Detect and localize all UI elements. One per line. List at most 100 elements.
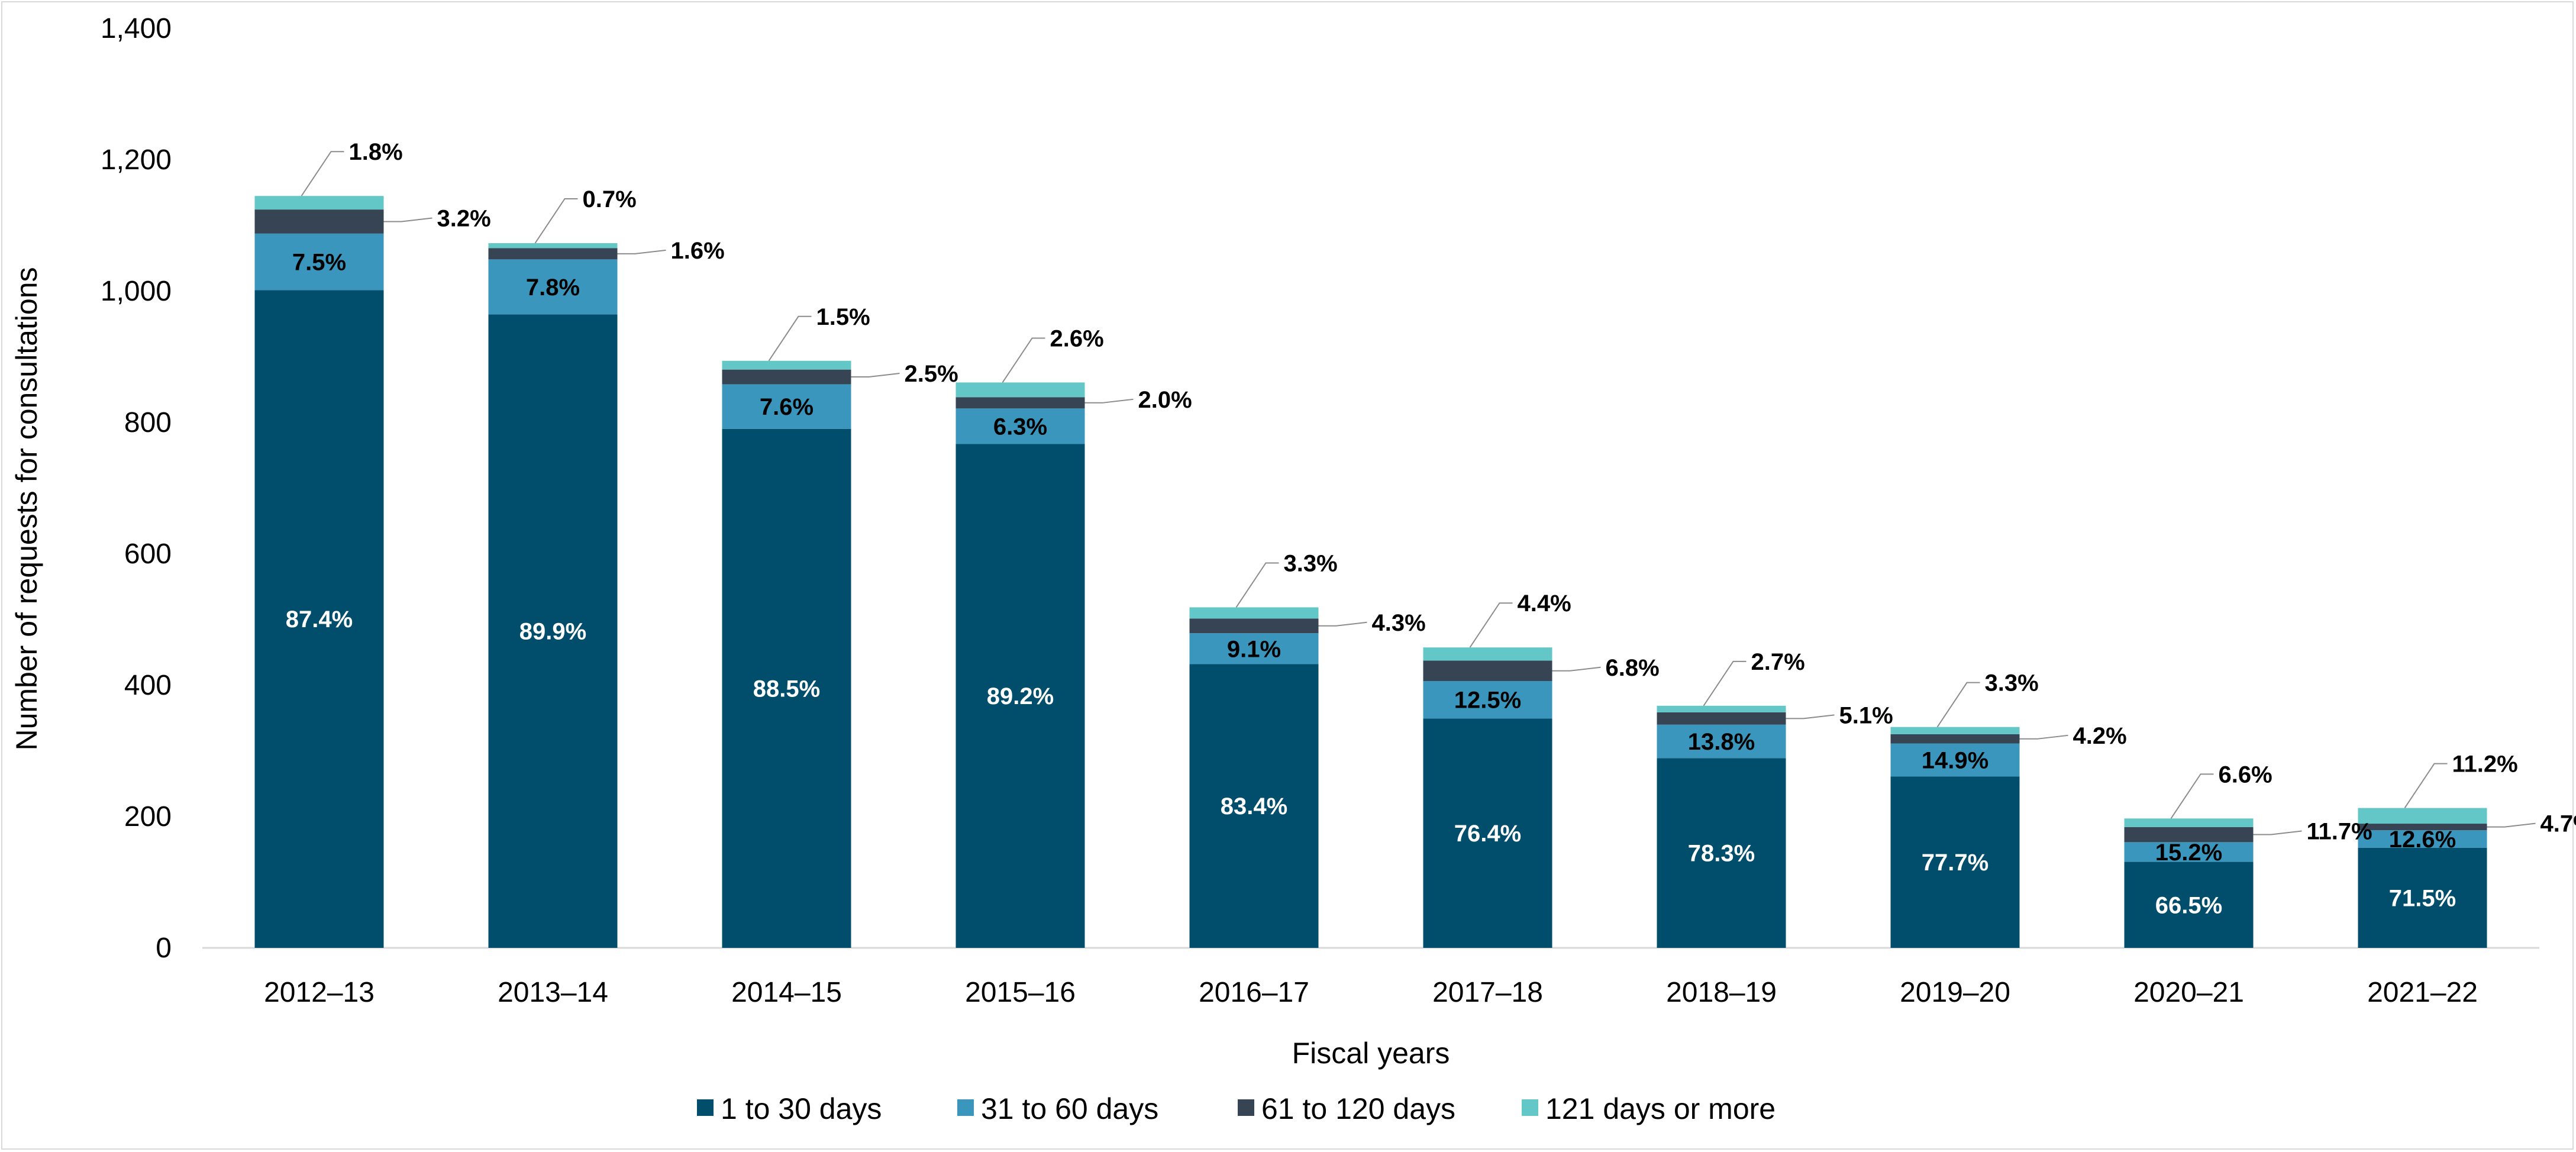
x-tick-label: 2017–18 — [1432, 977, 1543, 1008]
data-label: 2.0% — [1138, 387, 1192, 413]
data-label: 66.5% — [2155, 892, 2222, 918]
bar-segment — [488, 243, 618, 249]
callout-labels: 3.2% 1.8% 1.6% 0.7% 2.5% 1.5% 2.0% 2.6% 4.3% 3.3%… — [301, 139, 2576, 845]
x-tick-label: 2016–17 — [1199, 977, 1309, 1008]
bar-segment — [488, 314, 618, 948]
data-label: 7.8% — [526, 275, 580, 301]
callout-leader-line — [2487, 822, 2536, 828]
data-label: 3.3% — [1284, 550, 1338, 576]
data-label: 11.2% — [2452, 751, 2518, 777]
bar-segment — [1890, 743, 2020, 777]
x-tick-label: 2021–22 — [2367, 977, 2478, 1008]
data-label: 78.3% — [1688, 841, 1755, 867]
data-label: 76.4% — [1454, 821, 1521, 847]
data-label: 0.7% — [583, 186, 637, 212]
callout-leader-line — [1786, 714, 1835, 719]
bar-segment — [955, 397, 1085, 409]
callout-leader-line — [851, 373, 900, 378]
data-label: 2.5% — [905, 361, 958, 387]
callout-leader-line — [1936, 682, 1980, 728]
bar-segment — [1189, 664, 1319, 948]
bar-segment — [254, 209, 384, 234]
bar-segment — [722, 384, 851, 429]
x-axis-ticks: 2012–13 2013–14 2014–15 2015–16 2016–17 2017–… — [264, 977, 2478, 1008]
data-label: 7.6% — [760, 394, 814, 420]
callout-leader-line — [768, 315, 812, 362]
x-tick-label: 2014–15 — [731, 977, 842, 1008]
y-tick-label: 400 — [124, 670, 172, 701]
legend-label: 121 days or more — [1545, 1092, 1776, 1125]
bar-segment — [254, 233, 384, 291]
data-label: 4.4% — [1518, 590, 1571, 617]
bar-segment — [2358, 847, 2487, 948]
callout-leader-line — [2404, 763, 2448, 809]
data-label: 14.9% — [1922, 747, 1989, 773]
callout-leader-line — [1084, 398, 1134, 404]
bar-segment — [955, 382, 1085, 398]
data-label: 4.3% — [1372, 610, 1426, 636]
data-label: 5.1% — [1839, 702, 1893, 728]
x-tick-label: 2015–16 — [965, 977, 1076, 1008]
data-label: 89.9% — [519, 619, 586, 645]
bar-segment — [2358, 830, 2487, 848]
bar-segment — [2124, 818, 2254, 827]
bar-segment — [1890, 727, 2020, 734]
bar-segment — [488, 259, 618, 315]
callout-leader-line — [617, 249, 666, 254]
data-label: 87.4% — [286, 606, 353, 633]
bar-segment — [1657, 705, 1786, 712]
callout-leader-line — [1235, 562, 1279, 608]
bar-segment — [254, 290, 384, 948]
data-label: 6.3% — [993, 414, 1047, 440]
legend: 1 to 30 days 31 to 60 days 61 to 120 days 1… — [697, 1092, 1776, 1125]
bar-segment — [2124, 842, 2254, 862]
legend-label: 1 to 30 days — [721, 1092, 882, 1125]
callout-leader-line — [383, 217, 432, 222]
y-tick-label: 0 — [156, 932, 172, 964]
callout-leader-line — [1552, 666, 1601, 672]
bar-segment — [955, 444, 1085, 948]
data-label: 88.5% — [753, 676, 820, 702]
bar-segment — [1423, 718, 1552, 948]
y-tick-label: 1,200 — [101, 144, 172, 176]
y-tick-label: 200 — [124, 801, 172, 832]
bar-segment — [1657, 724, 1786, 759]
x-axis-title: Fiscal years — [1292, 1037, 1450, 1070]
data-label: 83.4% — [1221, 793, 1287, 819]
x-tick-label: 2018–19 — [1666, 977, 1777, 1008]
data-label: 1.5% — [816, 304, 870, 330]
data-label: 3.2% — [437, 205, 491, 231]
bar-segment — [722, 428, 851, 948]
data-label: 12.5% — [1454, 688, 1521, 714]
bar-segment — [2124, 861, 2254, 948]
legend-swatch — [697, 1099, 714, 1116]
data-label: 7.5% — [292, 250, 346, 276]
bar-segment — [1423, 660, 1552, 682]
data-label: 12.6% — [2389, 827, 2456, 853]
data-label: 3.3% — [1985, 670, 2039, 696]
legend-label: 61 to 120 days — [1261, 1092, 1455, 1125]
legend-label: 31 to 60 days — [981, 1092, 1158, 1125]
callout-leader-line — [2253, 830, 2302, 835]
bar-segment — [1189, 633, 1319, 664]
data-label: 13.8% — [1688, 729, 1755, 755]
bar-segment — [722, 369, 851, 385]
bar-segment — [2358, 808, 2487, 824]
data-label: 71.5% — [2389, 885, 2456, 911]
callout-leader-line — [2170, 773, 2214, 819]
data-label: 11.7% — [2307, 819, 2372, 845]
data-label: 89.2% — [987, 683, 1054, 709]
y-tick-label: 600 — [124, 538, 172, 570]
callout-leader-line — [1703, 660, 1747, 706]
data-label: 2.7% — [1751, 649, 1805, 675]
callout-leader-line — [1318, 621, 1367, 627]
bar-segment — [1189, 607, 1319, 619]
y-axis-ticks: 0 200 400 600 800 1,000 1,200 1,400 — [101, 13, 172, 964]
callout-leader-line — [301, 151, 344, 196]
bar-segment — [488, 248, 618, 260]
bar-segment — [254, 196, 384, 210]
data-label: 2.6% — [1050, 325, 1104, 351]
bar-segment — [1423, 681, 1552, 719]
data-label: 4.2% — [2073, 723, 2127, 749]
